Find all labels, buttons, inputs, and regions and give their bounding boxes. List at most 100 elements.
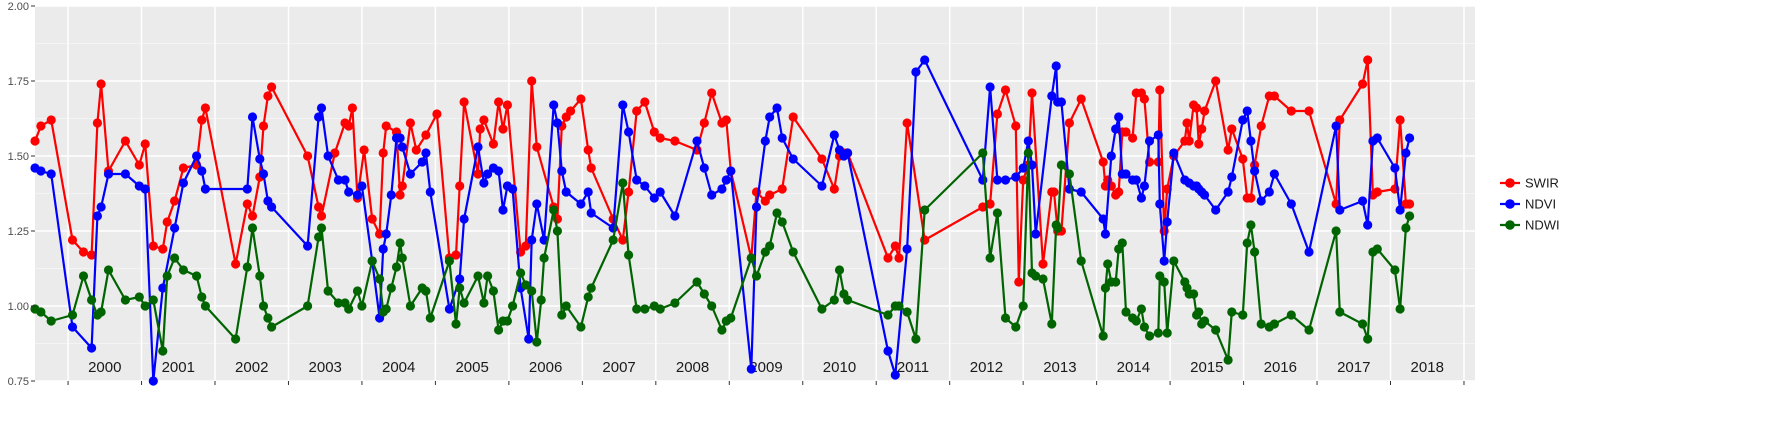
data-point-ndwi bbox=[1031, 271, 1041, 281]
y-tick-label: 1.00 bbox=[8, 301, 29, 313]
data-point-ndwi bbox=[178, 265, 188, 275]
data-point-swir bbox=[777, 184, 787, 194]
data-point-ndwi bbox=[1405, 211, 1415, 221]
data-point-swir bbox=[978, 202, 988, 212]
data-point-ndvi bbox=[1011, 172, 1021, 182]
data-point-ndwi bbox=[1335, 307, 1345, 317]
data-point-ndvi bbox=[357, 181, 367, 191]
data-point-ndwi bbox=[521, 280, 531, 290]
data-point-swir bbox=[421, 130, 431, 140]
data-point-ndwi bbox=[451, 319, 461, 329]
data-point-ndwi bbox=[1038, 274, 1048, 284]
data-point-swir bbox=[1238, 154, 1248, 164]
data-point-swir bbox=[1049, 187, 1059, 197]
data-point-ndvi bbox=[717, 184, 727, 194]
data-point-ndvi bbox=[649, 193, 659, 203]
data-point-ndvi bbox=[405, 169, 415, 179]
y-tick-label: 1.75 bbox=[8, 76, 29, 88]
data-point-swir bbox=[178, 163, 188, 173]
data-point-ndwi bbox=[586, 283, 596, 293]
data-point-ndvi bbox=[992, 175, 1003, 185]
data-point-swir bbox=[1197, 124, 1207, 134]
data-point-ndwi bbox=[1056, 160, 1066, 170]
data-point-swir bbox=[1155, 85, 1165, 95]
data-point-ndvi bbox=[1114, 112, 1124, 122]
data-point-swir bbox=[1194, 139, 1204, 149]
data-point-ndwi bbox=[978, 148, 988, 158]
data-point-ndwi bbox=[726, 313, 736, 323]
data-point-swir bbox=[162, 217, 172, 227]
data-point-swir bbox=[1395, 115, 1405, 125]
data-point-ndvi bbox=[1269, 169, 1279, 179]
data-point-swir bbox=[247, 211, 258, 221]
data-point-ndvi bbox=[751, 202, 762, 212]
data-point-ndwi bbox=[1390, 265, 1400, 275]
data-point-ndvi bbox=[707, 190, 717, 200]
data-point-swir bbox=[765, 190, 775, 200]
data-point-ndwi bbox=[1194, 307, 1204, 317]
data-point-swir bbox=[1114, 187, 1124, 197]
data-point-ndvi bbox=[1242, 106, 1252, 116]
data-point-swir bbox=[527, 76, 537, 86]
data-point-ndvi bbox=[1223, 187, 1233, 197]
data-point-ndwi bbox=[507, 301, 518, 311]
data-point-ndvi bbox=[1056, 97, 1066, 107]
data-point-ndvi bbox=[417, 157, 427, 167]
data-point-swir bbox=[267, 82, 277, 92]
data-point-ndwi bbox=[162, 271, 172, 281]
data-point-ndwi bbox=[1076, 256, 1086, 266]
data-point-ndvi bbox=[788, 154, 798, 164]
year-label: 2009 bbox=[749, 359, 782, 376]
data-point-ndvi bbox=[87, 343, 97, 353]
year-label: 2015 bbox=[1190, 359, 1223, 376]
data-point-ndvi bbox=[1051, 61, 1061, 71]
data-point-ndvi bbox=[777, 133, 787, 143]
data-point-ndwi bbox=[494, 325, 504, 335]
data-point-swir bbox=[473, 169, 483, 179]
data-point-ndvi bbox=[425, 187, 435, 197]
y-tick-label: 0.75 bbox=[8, 376, 29, 388]
data-point-ndwi bbox=[829, 295, 839, 305]
data-point-ndwi bbox=[488, 286, 498, 296]
data-point-swir bbox=[1363, 55, 1373, 65]
data-point-ndwi bbox=[140, 301, 150, 311]
data-point-ndwi bbox=[1136, 304, 1146, 314]
data-point-ndvi bbox=[323, 151, 333, 161]
data-point-swir bbox=[200, 103, 210, 113]
data-point-ndwi bbox=[1131, 316, 1141, 326]
data-point-ndwi bbox=[1211, 325, 1221, 335]
data-point-ndwi bbox=[618, 178, 628, 188]
data-point-ndvi bbox=[1023, 136, 1033, 146]
data-point-ndwi bbox=[1064, 169, 1074, 179]
data-point-swir bbox=[1223, 145, 1233, 155]
data-point-swir bbox=[432, 109, 442, 119]
data-point-swir bbox=[1269, 91, 1279, 101]
grid bbox=[35, 5, 1475, 382]
data-point-ndwi bbox=[357, 301, 367, 311]
series-ndwi bbox=[30, 148, 1415, 365]
year-label: 2004 bbox=[382, 359, 415, 376]
data-point-ndvi bbox=[640, 181, 650, 191]
data-point-ndwi bbox=[1098, 331, 1108, 341]
data-point-ndvi bbox=[978, 175, 988, 185]
data-point-ndwi bbox=[192, 271, 202, 281]
data-point-ndwi bbox=[231, 334, 241, 344]
data-point-ndwi bbox=[386, 283, 396, 293]
data-point-ndvi bbox=[378, 244, 388, 254]
data-point-ndvi bbox=[67, 322, 78, 332]
data-point-ndvi bbox=[170, 223, 180, 233]
data-point-swir bbox=[1011, 121, 1021, 131]
data-point-swir bbox=[258, 121, 269, 131]
data-point-ndwi bbox=[323, 286, 333, 296]
data-point-ndvi bbox=[692, 136, 702, 146]
data-point-ndwi bbox=[352, 286, 363, 296]
data-point-swir bbox=[96, 79, 106, 89]
year-label: 2017 bbox=[1337, 359, 1370, 376]
data-point-swir bbox=[411, 145, 421, 155]
data-point-ndwi bbox=[699, 289, 709, 299]
data-point-ndwi bbox=[717, 325, 727, 335]
data-point-ndvi bbox=[1139, 181, 1149, 191]
data-point-ndwi bbox=[746, 253, 756, 263]
data-point-ndvi bbox=[632, 175, 642, 185]
data-point-ndwi bbox=[1304, 325, 1314, 335]
